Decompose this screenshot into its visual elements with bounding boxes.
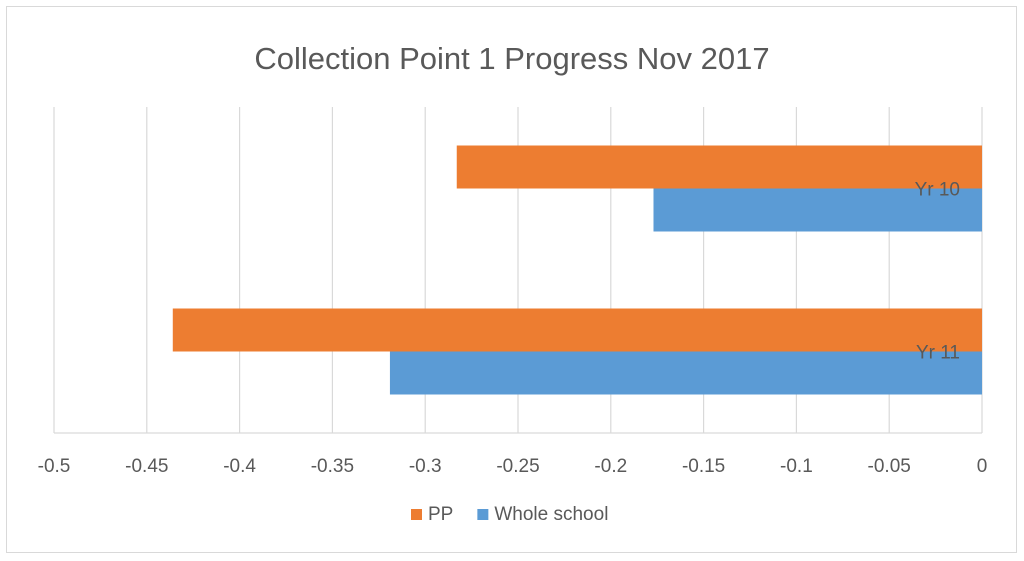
x-tick-label: -0.45 [125, 456, 168, 477]
category-labels: Yr 10 Yr 11 [915, 180, 960, 364]
bar-pp-yr-11 [172, 308, 982, 352]
x-axis-tick-labels: -0.5 -0.45 -0.4 -0.35 -0.3 -0.25 -0.2 -0.15 -0.1… [38, 456, 988, 477]
chart-title: Collection Point 1 Progress Nov 2017 [254, 41, 769, 76]
legend-swatch [411, 509, 422, 520]
x-tick-label: -0.35 [311, 456, 354, 477]
x-tick-label: -0.05 [868, 456, 911, 477]
x-tick-label: -0.4 [223, 456, 256, 477]
bar-whole-school-yr-10 [653, 188, 982, 232]
bar-pp-yr-10 [456, 145, 982, 189]
category-label: Yr 10 [915, 180, 960, 201]
legend-swatch [477, 509, 489, 520]
bar-chart: Collection Point 1 Progress Nov 2017 Yr … [38, 41, 988, 525]
bar-whole-school-yr-11 [389, 351, 982, 395]
category-label: Yr 11 [916, 343, 960, 364]
legend: PP Whole school [411, 504, 608, 525]
chart-area: Collection Point 1 Progress Nov 2017 Yr … [6, 6, 1017, 553]
bars [172, 145, 982, 395]
legend-label: Whole school [494, 504, 608, 525]
x-tick-label: -0.25 [496, 456, 539, 477]
legend-label: PP [428, 504, 453, 525]
x-tick-label: -0.5 [38, 456, 71, 477]
x-tick-label: -0.3 [409, 456, 442, 477]
x-tick-label: -0.2 [594, 456, 627, 477]
x-tick-label: -0.15 [682, 456, 725, 477]
x-tick-label: -0.1 [780, 456, 813, 477]
x-tick-label: 0 [977, 456, 988, 477]
